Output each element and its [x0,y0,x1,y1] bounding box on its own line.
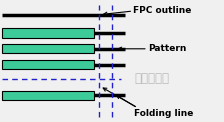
Bar [2,44,94,53]
Text: 深圳宏力捩: 深圳宏力捩 [134,72,169,85]
Text: Folding line: Folding line [134,109,194,118]
Bar [2,91,94,100]
Text: Pattern: Pattern [148,44,186,53]
Bar [2,28,94,38]
Text: FPC outline: FPC outline [133,6,192,15]
Bar [2,60,94,69]
